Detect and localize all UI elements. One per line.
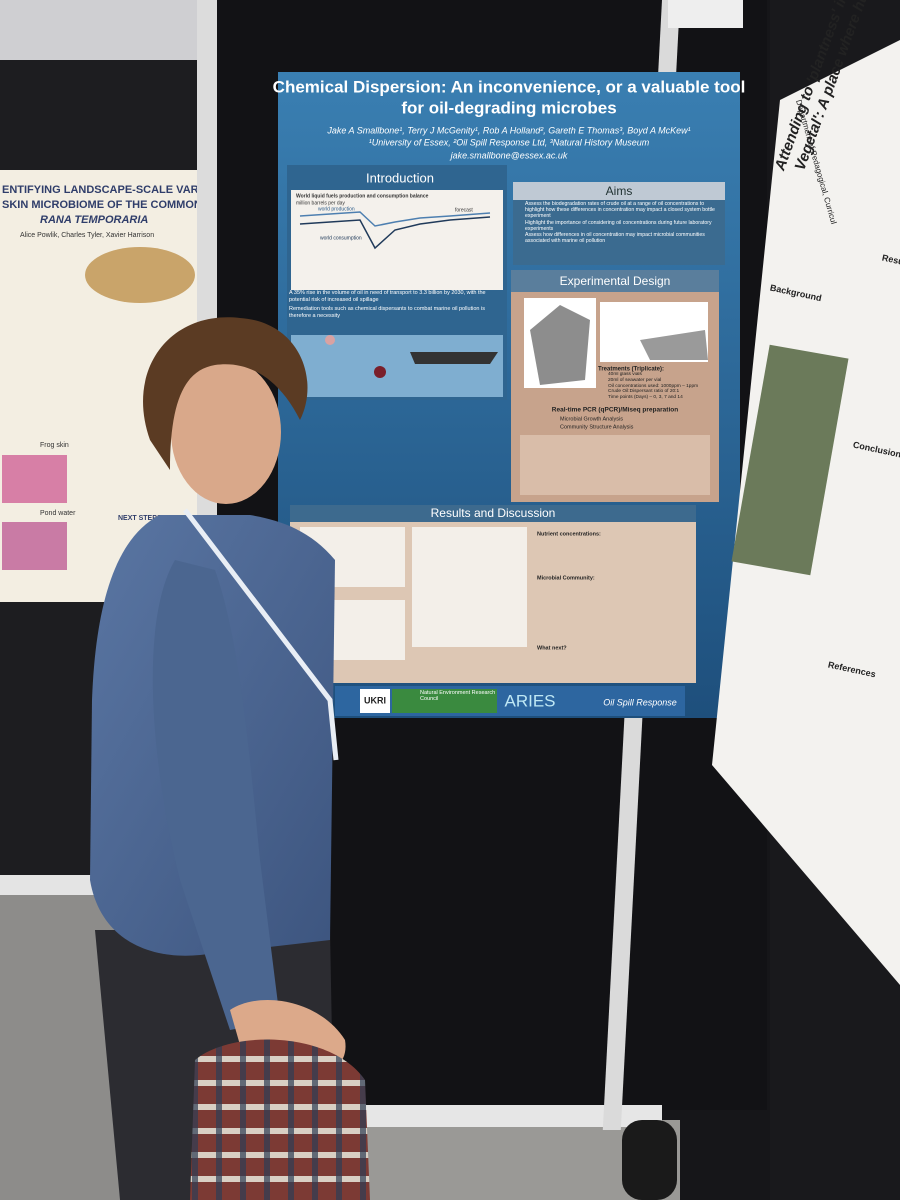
- left-panel-label: Frog skin: [40, 442, 69, 449]
- ukri-logo: [360, 689, 390, 713]
- poster-title: for oil-degrading microbes: [401, 98, 616, 117]
- left-poster-authors: Alice Powlik, Charles Tyler, Xavier Harr…: [20, 232, 154, 239]
- intro-text-1: A 35% rise in the volume of oil in need …: [289, 290, 486, 303]
- nerc-logo: [392, 689, 497, 713]
- design-subheading: Real-time PCR (qPCR)/Miseq preparation: [552, 407, 678, 414]
- intro-chart-line: [299, 211, 491, 227]
- treatment-list-wrap: 40ml glass vials 20ml of seawater per vi…: [600, 372, 718, 412]
- treatment-list: 40ml glass vials 20ml of seawater per vi…: [600, 372, 718, 401]
- intro-chart-title: World liquid fuels production and consum…: [296, 193, 429, 199]
- section-heading: Results and Discussion: [431, 506, 556, 520]
- treatment: 20ml of seawater per vial: [608, 378, 718, 384]
- left-bar-chart: [2, 455, 67, 503]
- intro-chart-units: million barrels per day: [296, 200, 345, 206]
- aim: Assess how differences in oil concentrat…: [525, 232, 722, 244]
- intro-text-2: Remediation tools such as chemical dispe…: [289, 305, 485, 319]
- section-heading: Aims: [606, 184, 633, 198]
- logo-text: ARIES: [504, 691, 555, 710]
- right-poster-photo: [731, 344, 849, 576]
- left-poster-title: RANA TEMPORARIA: [40, 214, 148, 226]
- design-subheading: Treatments (Triplicate):: [598, 367, 664, 373]
- treatment: 40ml glass vials: [608, 372, 718, 378]
- lanyard: [183, 508, 339, 761]
- ship-illustration: [410, 352, 498, 364]
- face: [171, 360, 281, 504]
- left-board-top: [0, 0, 200, 60]
- intro-chart: [291, 190, 503, 290]
- microbe-illustration: [374, 366, 386, 378]
- results-subheading: Microbial Community:: [537, 575, 595, 581]
- section-heading: Experimental Design: [560, 274, 671, 288]
- poster-affiliations: ¹University of Essex, ²Oil Spill Respons…: [369, 137, 650, 147]
- intro-chart-legend: forecast: [455, 207, 473, 213]
- design-header: [511, 270, 719, 292]
- left-poster-title: ENTIFYING LANDSCAPE-SCALE VARIATION: [2, 184, 235, 196]
- hair: [143, 317, 308, 470]
- logo-text: Oil Spill Response: [603, 697, 677, 707]
- results-subheading: What next?: [537, 645, 567, 651]
- nerc-text-wrap: Natural Environment Research Council: [420, 690, 496, 702]
- left-poster-heading: NEXT STEPS: [118, 515, 162, 522]
- treatment: Crude Oil:Dispersant ratio of 20:1: [608, 389, 718, 395]
- results-header: [290, 505, 696, 522]
- results-chart: [412, 527, 527, 647]
- aims-list-wrap: Assess the biodegradation rates of crude…: [517, 201, 722, 264]
- poster-authors: Jake A Smallbone¹, Terry J McGenity¹, Ro…: [326, 125, 690, 135]
- poster-title: Chemical Dispersion: An inconvenience, o…: [273, 77, 746, 96]
- left-poster-title: SKIN MICROBIOME OF THE COMMON FRO: [2, 199, 229, 211]
- map-land: [530, 305, 590, 385]
- intro-text-wrap: A 35% rise in the volume of oil in need …: [289, 290, 505, 320]
- logo-text: UKRI: [364, 695, 386, 705]
- board-number-tag: [668, 0, 743, 28]
- pcr-diagram: [520, 435, 710, 495]
- results-subheading: Nutrient concentrations:: [537, 531, 601, 537]
- map-land: [640, 330, 708, 360]
- poster-email: jake.smallbone@essex.ac.uk: [450, 150, 568, 160]
- logo-text: Natural Environment Research Council: [420, 690, 496, 702]
- aim: Highlight the importance of considering …: [525, 220, 722, 232]
- pcr-item: Community Structure Analysis: [560, 424, 634, 430]
- treatment: Oil concentrations used: 1000ppm – 1ppm: [608, 384, 718, 390]
- aims-header: [513, 182, 725, 200]
- treatment: Time points (Days) – 0, 3, 7 and 14: [608, 395, 718, 401]
- section-heading: Introduction: [366, 170, 434, 185]
- intro-chart-legend: world production: [318, 206, 355, 212]
- plaid-sleeve: [190, 1039, 370, 1200]
- left-bar-chart: [2, 522, 67, 570]
- microbe-illustration: [325, 335, 335, 345]
- left-panel-label: Pond water: [40, 510, 76, 517]
- frog-illustration: [85, 247, 195, 303]
- intro-text: A 35% rise in the volume of oil in need …: [289, 290, 505, 320]
- camera-equipment: [622, 1120, 677, 1200]
- intro-chart-legend: world consumption: [320, 235, 362, 241]
- intro-illustration: [291, 335, 503, 397]
- sweater-arm: [152, 560, 280, 1030]
- pcr-item: Microbial Growth Analysis: [560, 416, 623, 422]
- aim: Assess the biodegradation rates of crude…: [525, 201, 722, 220]
- intro-chart-line: [299, 216, 491, 250]
- aims-list: Assess the biodegradation rates of crude…: [517, 201, 722, 245]
